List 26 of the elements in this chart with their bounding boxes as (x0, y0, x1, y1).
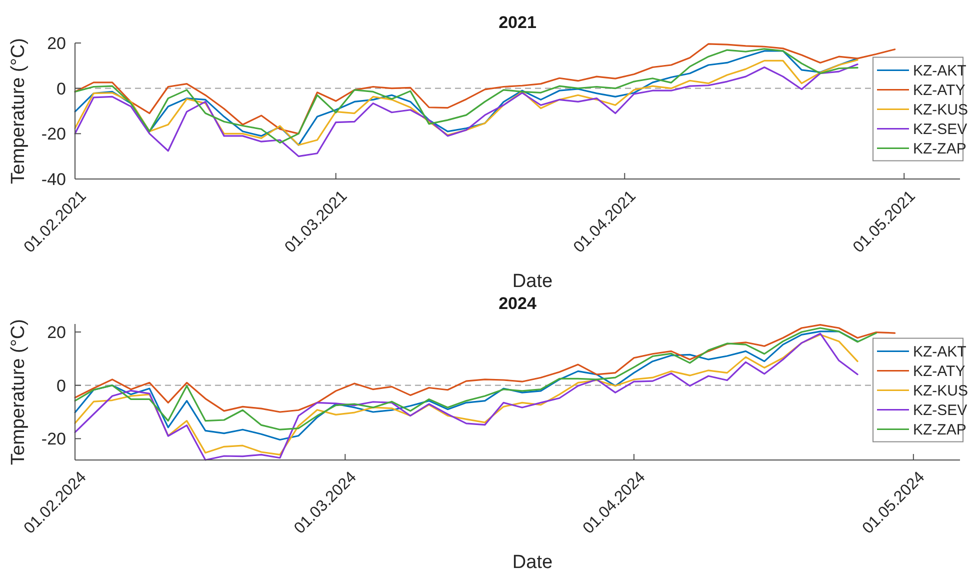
legend-label: KZ-AKT (913, 344, 966, 360)
legend-label: KZ-SEV (913, 402, 968, 419)
y-tick-label: -40 (41, 170, 66, 189)
line-series (74, 324, 896, 413)
y-tick-label: 0 (56, 376, 66, 396)
legend-label: KZ-KUS (913, 382, 968, 400)
y-tick-label: 20 (47, 322, 66, 342)
y-tick-label: -20 (41, 124, 66, 144)
y-axis-title: Temperature (°C) (8, 38, 29, 184)
y-tick-label: -20 (41, 430, 66, 449)
chart-title: 2021 (498, 13, 536, 32)
legend-label: KZ-ATY (913, 82, 966, 99)
y-axis-title: Temperature (°C) (8, 319, 29, 465)
legend-label: KZ-ZAP (913, 140, 966, 158)
chart-title: 2024 (498, 294, 537, 313)
x-axis-title: Date (512, 552, 553, 569)
legend-label: KZ-SEV (913, 121, 968, 138)
legend-label: KZ-ZAP (913, 422, 966, 438)
legend-label: KZ-AKT (913, 62, 966, 80)
y-tick-label: 20 (47, 34, 66, 53)
y-tick-label: 0 (56, 79, 66, 98)
legend-label: KZ-KUS (913, 102, 968, 118)
x-axis-title: Date (512, 271, 553, 292)
line-series (74, 43, 896, 134)
line-series (74, 64, 858, 158)
legend-label: KZ-ATY (913, 363, 966, 380)
